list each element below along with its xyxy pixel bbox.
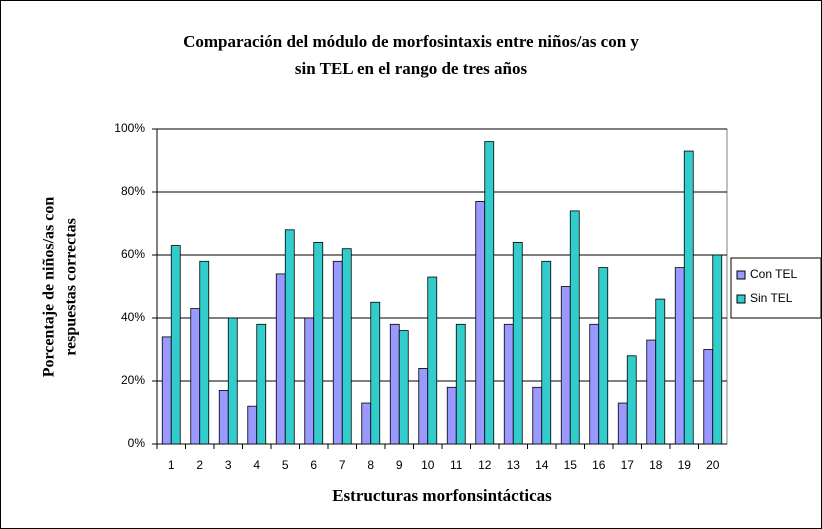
x-tick-label: 1 <box>168 458 175 472</box>
x-tick-label: 17 <box>621 458 635 472</box>
bar <box>626 355 637 445</box>
bar <box>475 201 486 445</box>
x-axis-label: Estructuras morfonsintácticas <box>332 486 552 505</box>
bar <box>427 276 438 445</box>
legend-label: Sin TEL <box>750 291 793 305</box>
bar <box>683 150 694 445</box>
x-tick-label: 15 <box>564 458 578 472</box>
bar <box>227 317 238 445</box>
bar <box>446 386 457 445</box>
y-axis-label: respuestas correctas <box>63 218 80 356</box>
bar <box>190 308 201 445</box>
x-tick-label: 12 <box>478 458 492 472</box>
y-tick-label: 100% <box>114 121 145 135</box>
chart-title: Comparación del módulo de morfosintaxis … <box>183 32 639 51</box>
bar <box>512 241 523 445</box>
bar <box>304 317 315 445</box>
bar <box>503 323 514 445</box>
legend-label: Con TEL <box>750 267 797 281</box>
y-tick-label: 60% <box>121 247 145 261</box>
bar <box>256 323 267 445</box>
bar <box>484 141 495 445</box>
x-tick-label: 7 <box>339 458 346 472</box>
bar <box>589 323 600 445</box>
x-tick-label: 16 <box>592 458 606 472</box>
bar <box>541 260 552 445</box>
bar <box>712 254 723 445</box>
x-tick-label: 20 <box>706 458 720 472</box>
x-tick-label: 2 <box>196 458 203 472</box>
y-axis-label: Porcentaje de niños/as con <box>41 197 58 378</box>
bar <box>341 248 352 445</box>
bar <box>170 245 181 445</box>
bar <box>275 273 286 445</box>
x-tick-label: 13 <box>507 458 521 472</box>
bar <box>218 390 229 445</box>
bar <box>313 241 324 445</box>
x-tick-label: 14 <box>535 458 549 472</box>
bar <box>370 301 381 445</box>
x-tick-label: 10 <box>421 458 435 472</box>
chart-title: sin TEL en el rango de tres años <box>295 59 528 78</box>
x-tick-label: 3 <box>225 458 232 472</box>
bar <box>247 405 258 445</box>
bar <box>398 330 409 445</box>
y-tick-label: 20% <box>121 373 145 387</box>
bar <box>569 210 580 445</box>
x-tick-label: 8 <box>367 458 374 472</box>
bar <box>674 267 685 445</box>
bar <box>560 286 571 445</box>
x-tick-label: 9 <box>396 458 403 472</box>
x-tick-label: 6 <box>310 458 317 472</box>
x-tick-label: 11 <box>450 458 463 472</box>
x-tick-label: 18 <box>649 458 663 472</box>
y-tick-label: 40% <box>121 310 145 324</box>
y-tick-label: 0% <box>128 436 146 450</box>
bar <box>332 260 343 445</box>
bar <box>455 323 466 445</box>
bar <box>199 260 210 445</box>
bar <box>617 402 628 445</box>
x-tick-label: 19 <box>678 458 692 472</box>
legend-swatch <box>736 270 746 280</box>
x-tick-label: 5 <box>282 458 289 472</box>
bar <box>598 267 609 445</box>
bar <box>418 367 429 445</box>
bar <box>389 323 400 445</box>
y-tick-label: 80% <box>121 184 145 198</box>
plot-area <box>156 128 728 445</box>
bar <box>655 298 666 445</box>
bar <box>161 336 172 445</box>
bar <box>703 349 714 445</box>
bar <box>361 402 372 445</box>
bar <box>532 386 543 445</box>
legend-swatch <box>736 294 746 304</box>
bar <box>284 229 295 445</box>
legend-box <box>730 257 822 319</box>
x-tick-label: 4 <box>253 458 260 472</box>
bar <box>646 339 657 445</box>
